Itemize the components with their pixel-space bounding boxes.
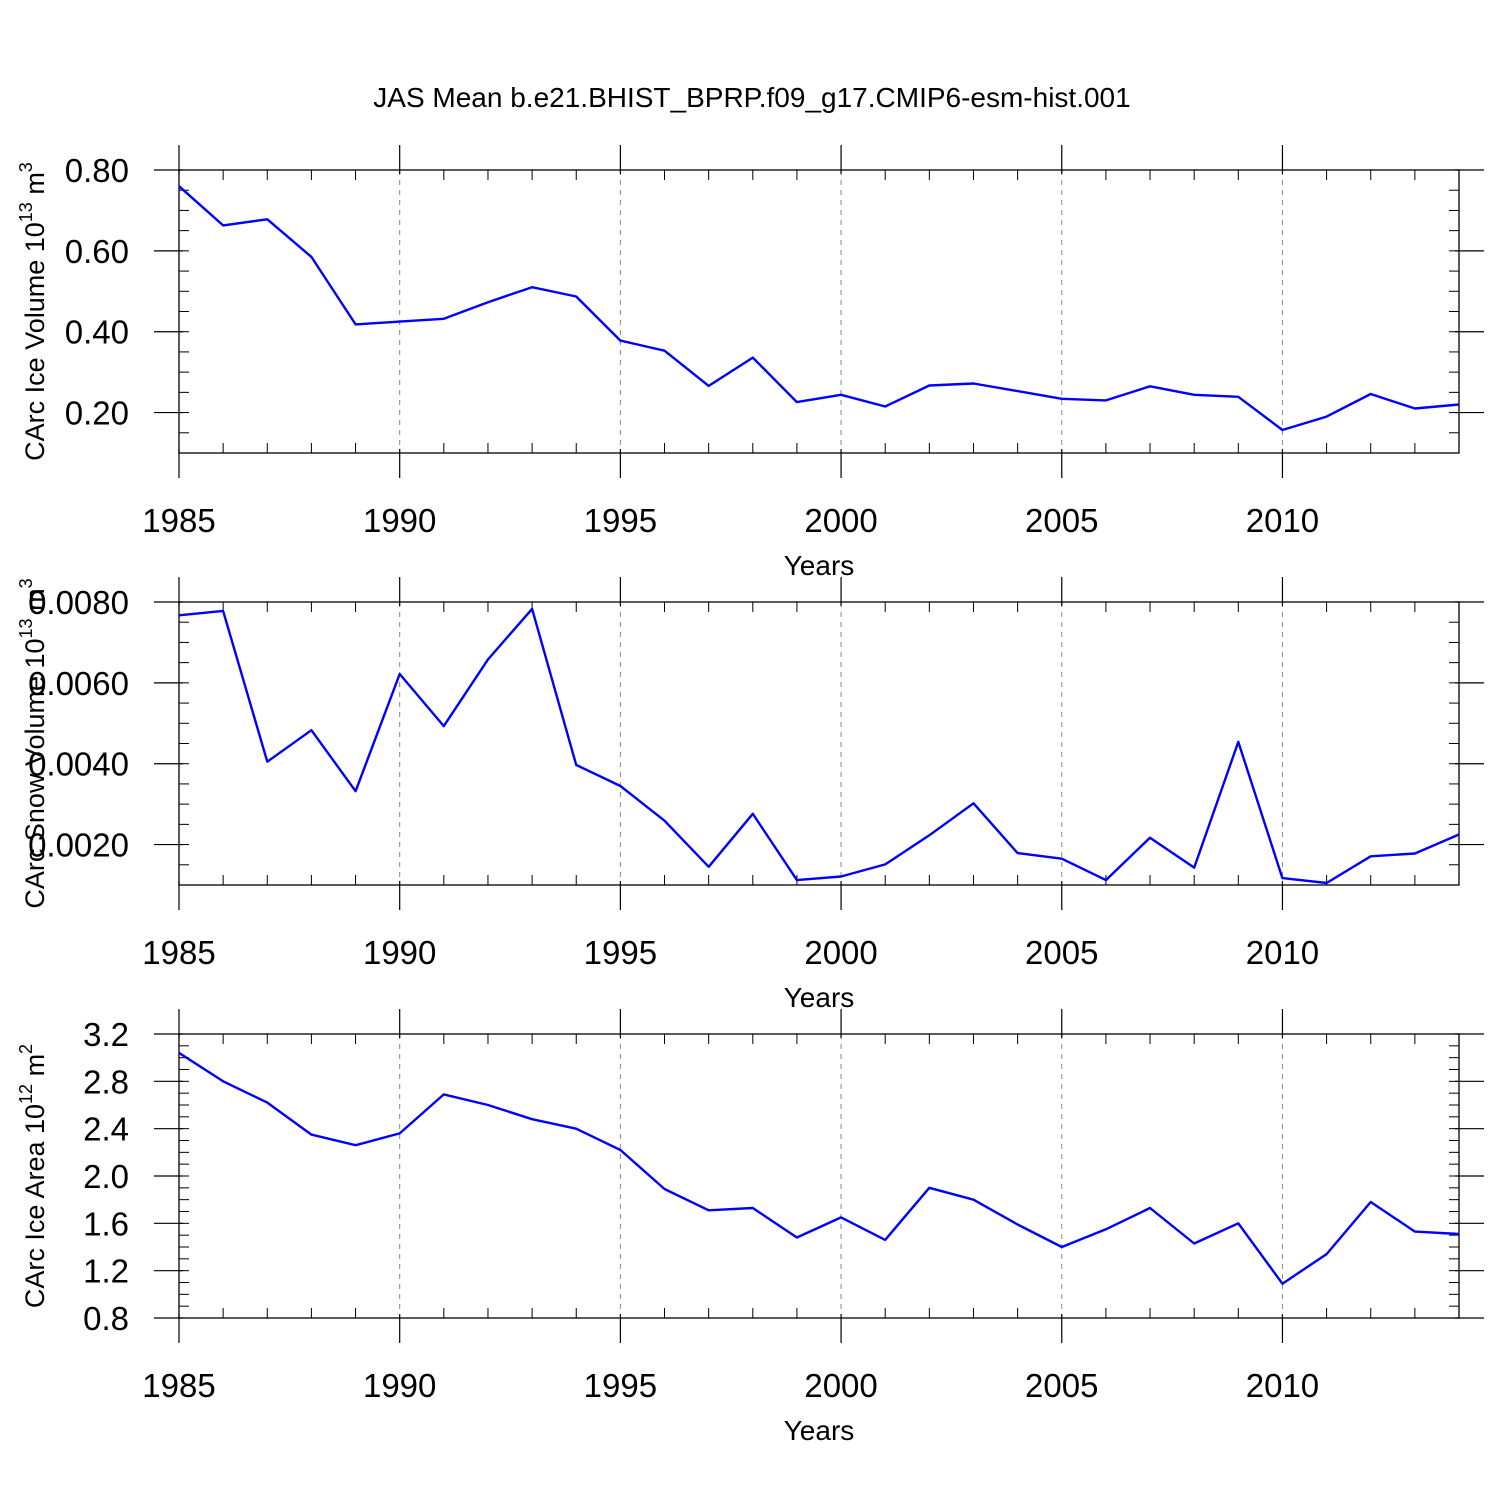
y-axis-label-text: m (20, 172, 50, 202)
x-tick-label: 2000 (804, 934, 877, 971)
x-tick-label: 2010 (1246, 934, 1319, 971)
y-tick-label: 0.40 (65, 314, 129, 351)
y-axis-label-text: CArc Snow Volume 10 (20, 638, 50, 908)
y-axis-label-text: CArc Ice Volume 10 (20, 222, 50, 461)
panel-snow-volume: 1985 1990 1995 2000 2005 2010 0.0020 0.0040 0.00… (16, 577, 1484, 1013)
y-tick-label: 0.80 (65, 152, 129, 189)
x-tick-label: 2000 (804, 502, 877, 539)
x-tick-label: 1995 (584, 502, 657, 539)
plot-frame (178, 1033, 1460, 1319)
x-tick-label: 2010 (1246, 502, 1319, 539)
figure-title: JAS Mean b.e21.BHIST_BPRP.f09_g17.CMIP6-… (373, 82, 1130, 113)
y-tick-label: 0.8 (83, 1300, 129, 1337)
y-tick-label: 2.4 (83, 1111, 129, 1148)
x-tick-label: 1985 (142, 934, 215, 971)
x-tick-label: 1990 (363, 502, 436, 539)
y-tick-label: 0.0060 (28, 665, 129, 702)
y-axis-label-text: CArc Ice Area 10 (20, 1104, 50, 1308)
panel-ice-volume: 1985 1990 1995 2000 2005 2010 0.20 0.40 0.60 0.80… (16, 145, 1484, 581)
y-tick-label: 1.2 (83, 1253, 129, 1290)
panels: 1985 1990 1995 2000 2005 20100.200.400.600.80… (16, 145, 1484, 1446)
y-axis-label: CArc Snow Volume 1013 m3 (16, 578, 50, 908)
x-tick-label: 1985 (142, 502, 215, 539)
x-tick-label: 2010 (1246, 1367, 1319, 1404)
y-tick-label: 1.6 (83, 1205, 129, 1242)
x-axis-label: Years (784, 550, 855, 581)
series-line-snow-volume (178, 607, 1460, 885)
y-tick-label: 2.0 (83, 1158, 129, 1195)
x-axis-label: Years (784, 982, 855, 1013)
y-axis-label-superscript: 3 (16, 578, 36, 588)
x-tick-label: 2005 (1025, 1367, 1098, 1404)
plot-frame (178, 601, 1460, 886)
y-tick-label: 0.0020 (28, 827, 129, 864)
x-tick-label: 1995 (584, 934, 657, 971)
x-tick-label: 1990 (363, 934, 436, 971)
y-axis-label: CArc Ice Volume 1013 m3 (16, 162, 50, 461)
x-tick-label: 1990 (363, 1367, 436, 1404)
y-tick-label: 0.20 (65, 395, 129, 432)
x-tick-label: 1985 (142, 1367, 215, 1404)
y-tick-label: 3.2 (83, 1016, 129, 1053)
series-line-ice-volume (178, 185, 1460, 432)
y-axis-label-text: m (20, 588, 50, 618)
panel-ice-area: 1985 1990 1995 2000 2005 2010 0.8 1.2 1.6 2.0 2.4 2… (16, 1009, 1484, 1446)
y-axis-label-superscript: 13 (16, 618, 36, 638)
plot-frame (178, 169, 1460, 454)
x-tick-label: 2000 (804, 1367, 877, 1404)
y-axis-label-superscript: 13 (16, 202, 36, 222)
x-tick-label: 1995 (584, 1367, 657, 1404)
y-axis-label: CArc Ice Area 1012 m2 (16, 1044, 50, 1308)
y-tick-label: 0.60 (65, 233, 129, 270)
y-axis-label-superscript: 12 (16, 1084, 36, 1104)
y-tick-label: 0.0040 (28, 746, 129, 783)
x-tick-label: 2005 (1025, 934, 1098, 971)
y-tick-label: 2.8 (83, 1063, 129, 1100)
y-axis-label-superscript: 2 (16, 1044, 36, 1054)
y-axis-label-text: m (20, 1054, 50, 1084)
x-axis-label: Years (784, 1415, 855, 1446)
y-tick-label: 0.0080 (28, 584, 129, 621)
series-line-ice-area (178, 1051, 1460, 1285)
x-tick-label: 2005 (1025, 502, 1098, 539)
y-axis-label-superscript: 3 (16, 162, 36, 172)
